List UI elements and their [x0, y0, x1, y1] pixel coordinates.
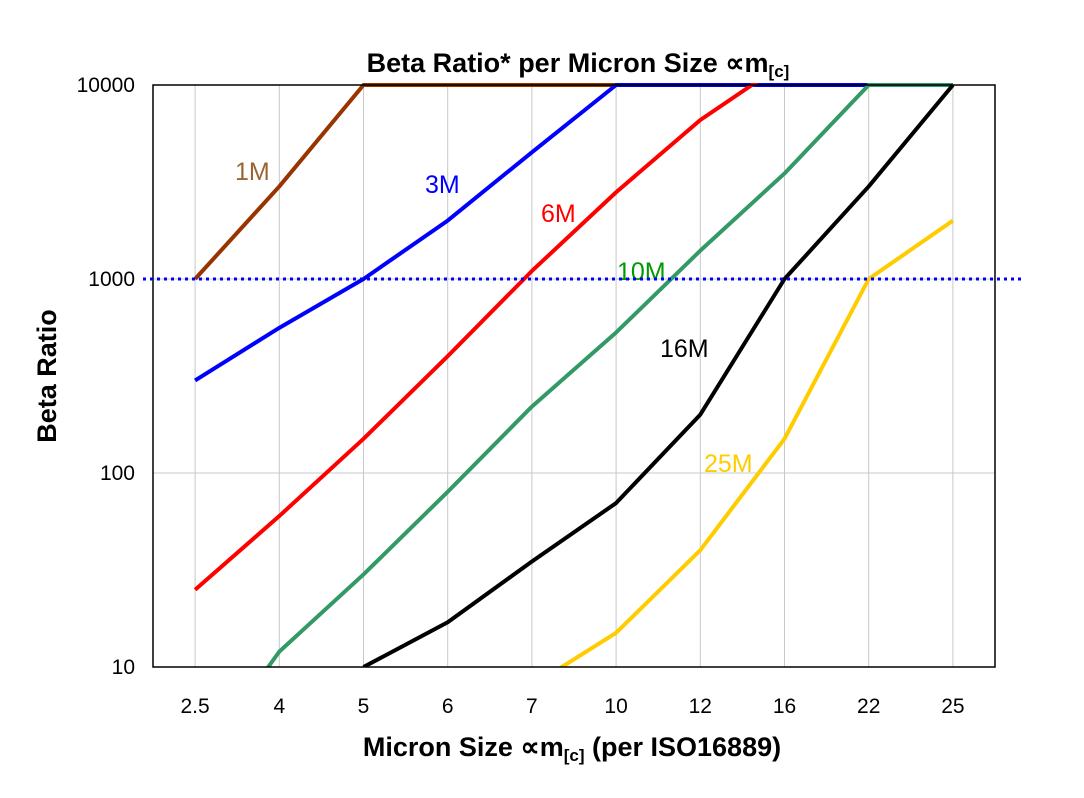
- x-axis-label: Micron Size ∝m[c] (per ISO16889): [363, 732, 781, 765]
- plot-area: [193, 83, 955, 667]
- series-label-10M: 10M: [617, 258, 666, 286]
- y-tick-label: 1000: [88, 268, 135, 291]
- ticks: 10 100 1000 10000 2.5 4 5 6 7 10 12 16 22 25: [77, 74, 965, 718]
- chart-title: Beta Ratio* per Micron Size ∝m[c]: [367, 48, 790, 81]
- y-tick-label: 100: [100, 462, 135, 485]
- series-labels: 1M 3M 6M 10M 16M 25M: [235, 158, 753, 478]
- x-tick-label: 4: [273, 695, 285, 718]
- x-tick-label: 10: [604, 695, 627, 718]
- y-tick-label: 10000: [77, 74, 135, 97]
- x-tick-label: 6: [442, 695, 454, 718]
- x-tick-label: 2.5: [180, 695, 209, 718]
- x-tick-label: 5: [358, 695, 370, 718]
- y-tick-label: 10: [112, 656, 135, 679]
- x-tick-label: 25: [941, 695, 964, 718]
- series-label-25M: 25M: [704, 450, 753, 478]
- grid: [153, 84, 995, 668]
- x-tick-label: 16: [773, 695, 796, 718]
- series-label-3M: 3M: [425, 171, 460, 199]
- series-label-16M: 16M: [660, 335, 709, 363]
- series-line-10M: [265, 83, 953, 667]
- series-label-1M: 1M: [235, 158, 270, 186]
- series-line-16M: [362, 83, 955, 667]
- x-tick-label: 12: [689, 695, 712, 718]
- plot-border: [152, 84, 996, 668]
- series-line-6M: [193, 83, 759, 592]
- y-axis-label: Beta Ratio: [32, 309, 62, 443]
- x-tick-label: 22: [857, 695, 880, 718]
- series-label-6M: 6M: [541, 200, 576, 228]
- series-line-25M: [558, 218, 955, 667]
- x-tick-label: 7: [526, 695, 538, 718]
